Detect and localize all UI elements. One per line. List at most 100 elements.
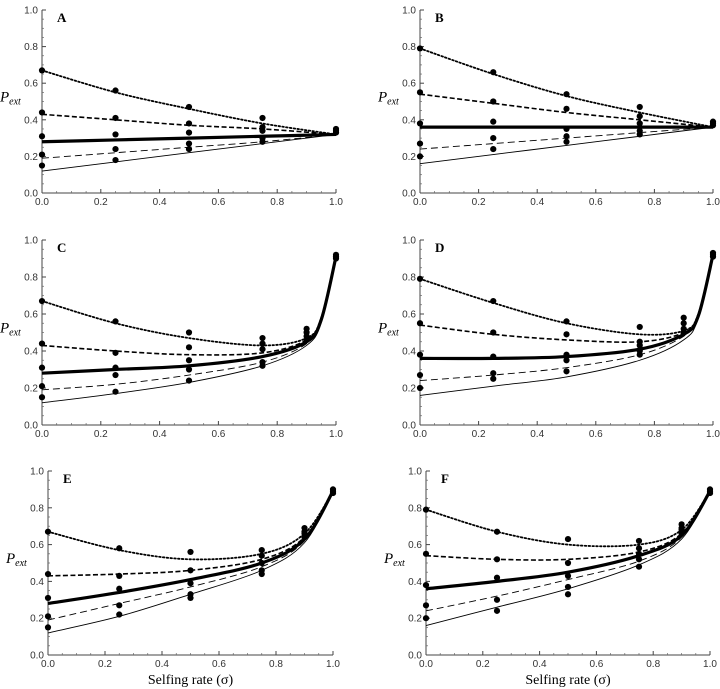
data-point-thin-dashed [185, 366, 193, 373]
data-point-thick [38, 364, 46, 371]
data-point-dashed [636, 113, 643, 120]
data-point-thick [116, 585, 123, 592]
y-axis-label-main: P [5, 551, 15, 567]
data-point-dashed [44, 570, 52, 578]
data-point-thick [706, 489, 714, 497]
y-axis-label-main: P [377, 321, 387, 337]
y-axis-label-main: P [0, 90, 9, 106]
panel-label: D [435, 240, 444, 255]
data-point-thick [258, 559, 265, 567]
data-point-thick [635, 550, 643, 557]
data-point-dashed [112, 114, 119, 122]
x-tick-label: 0.8 [270, 429, 284, 440]
data-point-thick [112, 364, 119, 371]
data-point-dashed [185, 344, 193, 351]
data-point-dotted [112, 318, 119, 325]
data-point-thin [416, 384, 424, 392]
data-point-dotted [187, 548, 194, 556]
y-tick-label: 0.8 [24, 42, 38, 53]
data-point-thin-dashed [493, 596, 501, 603]
data-point-dashed [112, 349, 119, 356]
y-tick-label: 1.0 [402, 6, 416, 17]
data-point-thick [38, 133, 46, 140]
y-tick-label: 0.2 [24, 152, 38, 163]
data-point-dotted [490, 297, 497, 305]
panel-label: C [57, 240, 66, 255]
data-point-dotted [635, 537, 643, 545]
y-tick-label: 0.6 [24, 310, 38, 321]
data-point-dotted [38, 297, 46, 305]
data-point-thin [259, 362, 266, 369]
x-tick-label: 1.0 [326, 659, 340, 670]
x-tick-label: 0.2 [476, 659, 490, 670]
y-tick-label: 0.4 [30, 577, 44, 588]
data-point-thin [38, 394, 46, 401]
data-point-dashed [563, 105, 570, 112]
data-point-thin-dashed [416, 371, 424, 379]
y-axis-label-subscript: ext [9, 97, 21, 108]
x-tick-label: 0.2 [472, 429, 486, 440]
data-point-dashed [116, 572, 123, 579]
x-tick-label: 0.0 [35, 197, 49, 208]
x-tick-label: 0.4 [530, 197, 544, 208]
data-point-thin-dashed [301, 534, 308, 541]
x-tick-label: 0.4 [153, 197, 167, 208]
data-point-dotted [116, 545, 123, 552]
y-tick-label: 1.0 [402, 236, 416, 247]
x-tick-label: 0.4 [530, 429, 544, 440]
x-tick-label: 0.8 [647, 429, 661, 440]
x-tick-label: 0.2 [94, 429, 108, 440]
x-tick-label: 0.6 [589, 659, 603, 670]
series-line-thin [41, 133, 337, 172]
y-tick-label: 0.2 [408, 614, 422, 625]
data-point-thick [493, 574, 501, 581]
data-point-thick [422, 581, 430, 589]
data-point-thin [563, 368, 570, 375]
data-point-thick [709, 122, 717, 129]
y-tick-label: 0.6 [402, 79, 416, 90]
series-line-dashed [47, 490, 334, 577]
data-point-thin-dashed [112, 145, 119, 153]
y-axis-label: Pext [377, 90, 399, 108]
data-point-thick [259, 346, 266, 353]
data-point-dashed [38, 340, 46, 347]
data-point-thin-dashed [490, 370, 497, 377]
x-tick-label: 0.0 [419, 659, 433, 670]
data-point-thin-dashed [422, 602, 430, 609]
data-point-dotted [258, 547, 265, 554]
y-tick-label: 0.8 [24, 273, 38, 284]
y-tick-label: 0.2 [402, 384, 416, 395]
data-point-thick [329, 489, 337, 497]
data-point-dotted [416, 45, 424, 52]
data-point-dashed [635, 545, 643, 552]
data-point-dashed [680, 320, 687, 327]
data-point-thick [636, 342, 643, 349]
data-point-dashed [416, 320, 424, 327]
y-tick-label: 0.4 [24, 115, 38, 126]
data-point-dotted [112, 87, 119, 94]
data-point-dotted [636, 103, 643, 111]
panel-A: 0.0 0.2 0.4 0.6 0.8 1.0 0.0 0.2 0.4 0.6 0.8 1.0 A Pex… [0, 6, 343, 209]
series-line-dashed [425, 490, 711, 561]
panel-label: B [435, 10, 444, 25]
data-point-thin [116, 611, 123, 618]
data-point-thick [187, 580, 194, 587]
data-point-thin [493, 607, 501, 614]
x-axis-label: Selfing rate (σ) [148, 673, 234, 688]
data-point-thick [490, 118, 497, 125]
y-tick-label: 0.8 [30, 503, 44, 514]
data-point-thin-dashed [303, 336, 310, 343]
y-tick-label: 0.8 [408, 503, 422, 514]
y-tick-label: 0.0 [402, 189, 416, 200]
x-tick-label: 0.8 [269, 659, 283, 670]
x-tick-label: 0.8 [270, 197, 284, 208]
data-point-thin [490, 375, 497, 382]
data-point-thin [635, 563, 643, 570]
y-axis-label-subscript: ext [387, 328, 399, 339]
data-point-thin-dashed [38, 151, 46, 158]
x-tick-label: 0.2 [472, 197, 486, 208]
x-tick-label: 0.0 [413, 197, 427, 208]
panel-E: 0.0 0.2 0.4 0.6 0.8 1.0 0.0 0.2 0.4 0.6 0.8 1.0 E Pex… [5, 467, 340, 689]
y-axis-label-subscript: ext [9, 328, 21, 339]
y-tick-label: 0.4 [402, 115, 416, 126]
